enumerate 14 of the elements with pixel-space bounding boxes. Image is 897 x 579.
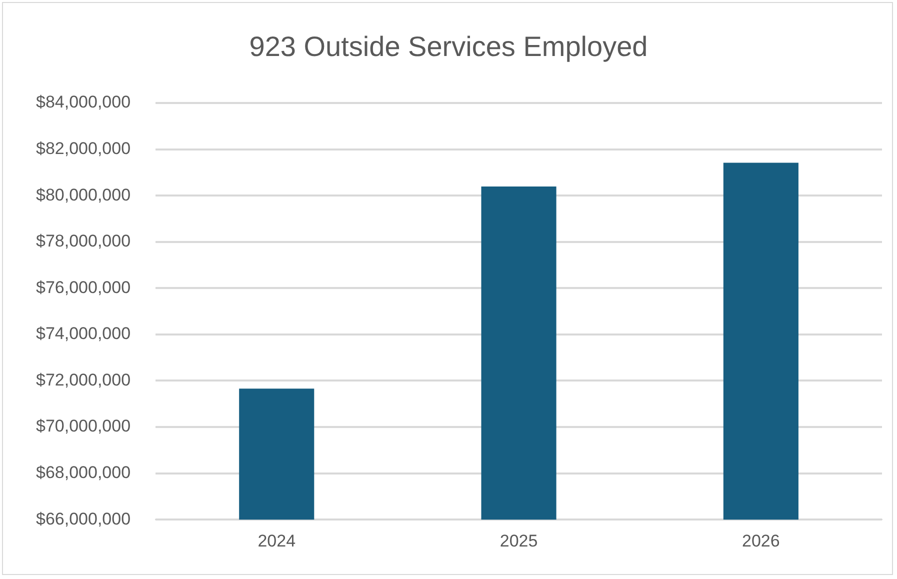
x-tick-label: 2026 [742,531,780,550]
x-tick-label: 2024 [258,531,296,550]
y-tick-label: $76,000,000 [36,278,131,297]
y-tick-label: $84,000,000 [36,92,131,112]
chart-title: 923 Outside Services Employed [248,31,649,63]
y-tick-label: $72,000,000 [36,370,131,390]
y-tick-label: $80,000,000 [36,185,131,204]
y-tick-label: $82,000,000 [36,138,131,158]
y-tick-label: $66,000,000 [36,509,131,528]
y-tick-label: $74,000,000 [36,324,131,344]
y-tick-label: $68,000,000 [36,463,131,482]
y-tick-label: $78,000,000 [36,232,131,251]
y-tick-label: $70,000,000 [36,416,131,436]
x-tick-label: 2025 [500,531,538,550]
